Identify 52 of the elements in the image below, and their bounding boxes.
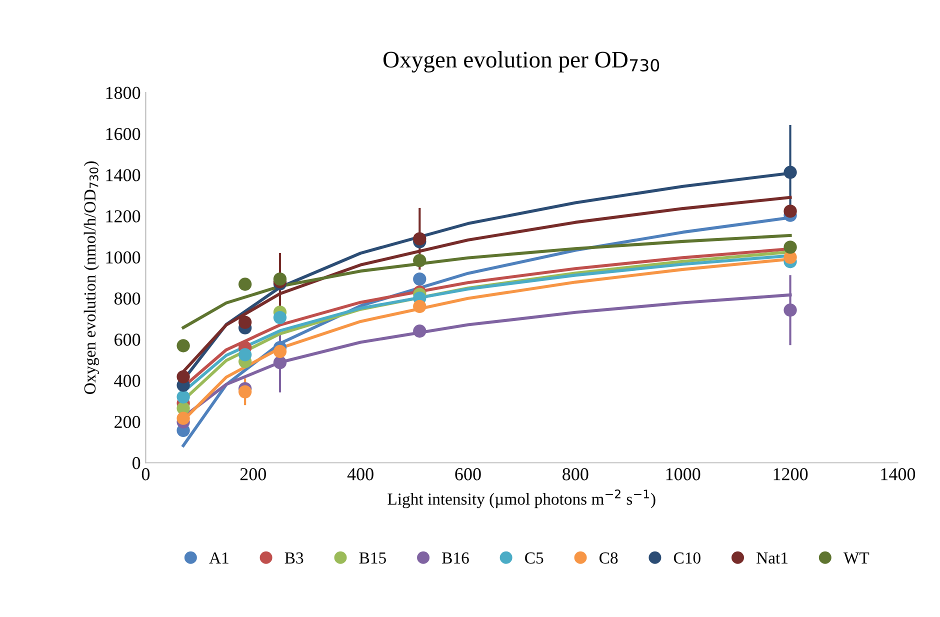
point bbox=[784, 240, 797, 254]
y-tick-label: 600 bbox=[114, 334, 140, 346]
point bbox=[413, 324, 426, 338]
point bbox=[176, 390, 190, 404]
point bbox=[413, 232, 426, 246]
y-tick-label: 200 bbox=[114, 416, 140, 428]
x-tick-label: 600 bbox=[455, 468, 481, 480]
point bbox=[784, 304, 797, 317]
x-axis-title: Light intensity (µmol photons m$^{−2}$ s$^{−1}$) bbox=[388, 490, 656, 508]
y-tick-label: 1400 bbox=[106, 169, 140, 182]
legend-label: B16 bbox=[442, 552, 469, 564]
x-tick-label: 800 bbox=[562, 468, 588, 480]
point bbox=[413, 254, 426, 268]
point bbox=[784, 166, 797, 179]
point bbox=[784, 204, 797, 218]
legend-label: Nat1 bbox=[756, 552, 788, 564]
point bbox=[273, 356, 287, 370]
point bbox=[413, 272, 426, 286]
point bbox=[238, 348, 252, 362]
x-tick-label: 400 bbox=[347, 468, 374, 480]
x-tick-label: 1200 bbox=[774, 468, 808, 480]
y-tick-label: 0 bbox=[132, 457, 140, 470]
y-axis-title: Oxygen evolution (nmol/h/OD$_{730}$) bbox=[84, 161, 99, 394]
x-tick-label: 200 bbox=[240, 468, 266, 480]
point bbox=[413, 300, 426, 314]
point bbox=[238, 316, 252, 329]
y-tick-label: 1200 bbox=[106, 210, 140, 222]
legend-label: B3 bbox=[284, 552, 304, 564]
y-tick-label: 1800 bbox=[106, 86, 140, 99]
point bbox=[273, 272, 287, 286]
point bbox=[176, 370, 190, 384]
point bbox=[176, 412, 190, 425]
point bbox=[238, 385, 252, 398]
legend-label: C8 bbox=[600, 552, 618, 564]
point bbox=[273, 310, 287, 324]
y-tick-label: 1000 bbox=[106, 251, 140, 264]
x-tick-label: 1400 bbox=[881, 468, 916, 480]
x-tick-label: 0 bbox=[142, 468, 150, 480]
y-tick-label: 1600 bbox=[106, 128, 140, 140]
legend-label: C5 bbox=[525, 552, 544, 564]
point bbox=[273, 344, 287, 358]
point bbox=[176, 339, 190, 352]
y-tick-label: 800 bbox=[114, 292, 140, 305]
x-tick-label: 1000 bbox=[666, 468, 700, 480]
y-tick-label: 400 bbox=[114, 374, 140, 387]
legend-label: A1 bbox=[209, 552, 228, 564]
line-series bbox=[182, 234, 792, 330]
legend-label: C10 bbox=[674, 552, 700, 564]
legend-label: B15 bbox=[359, 552, 386, 564]
legend-label: WT bbox=[843, 552, 870, 564]
point bbox=[238, 278, 252, 291]
chart-title: Oxygen evolution per OD$_{730}$ bbox=[383, 51, 660, 72]
